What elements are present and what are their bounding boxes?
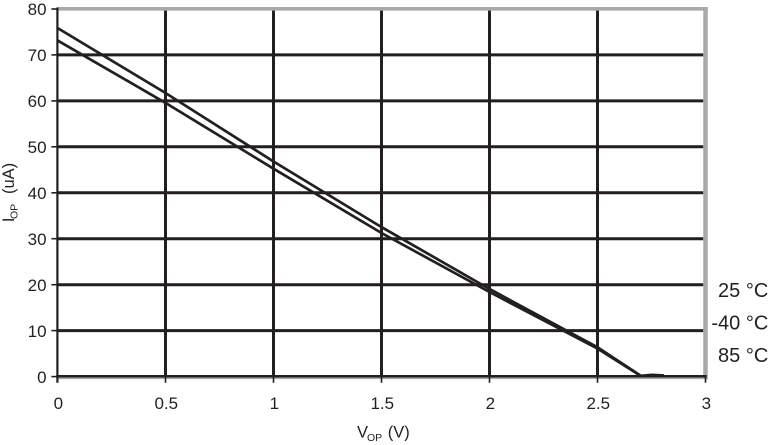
svg-text:0: 0 xyxy=(37,368,46,387)
svg-text:3: 3 xyxy=(702,394,711,413)
svg-text:-40 °C: -40 °C xyxy=(711,313,768,335)
svg-text:2.5: 2.5 xyxy=(586,394,610,413)
svg-text:IOP (uA): IOP (uA) xyxy=(0,163,20,222)
svg-text:10: 10 xyxy=(28,322,47,341)
svg-text:2: 2 xyxy=(486,394,495,413)
svg-text:50: 50 xyxy=(28,138,47,157)
svg-text:40: 40 xyxy=(28,184,47,203)
svg-text:30: 30 xyxy=(28,230,47,249)
svg-text:VOP (V): VOP (V) xyxy=(357,424,410,445)
svg-text:1.5: 1.5 xyxy=(370,394,394,413)
svg-text:0.5: 0.5 xyxy=(154,394,178,413)
svg-text:20: 20 xyxy=(28,276,47,295)
svg-text:85 °C: 85 °C xyxy=(718,345,768,367)
svg-text:70: 70 xyxy=(28,46,47,65)
svg-text:60: 60 xyxy=(28,92,47,111)
svg-text:0: 0 xyxy=(54,394,63,413)
svg-text:80: 80 xyxy=(28,0,47,19)
svg-text:25 °C: 25 °C xyxy=(718,280,768,302)
svg-text:1: 1 xyxy=(270,394,279,413)
